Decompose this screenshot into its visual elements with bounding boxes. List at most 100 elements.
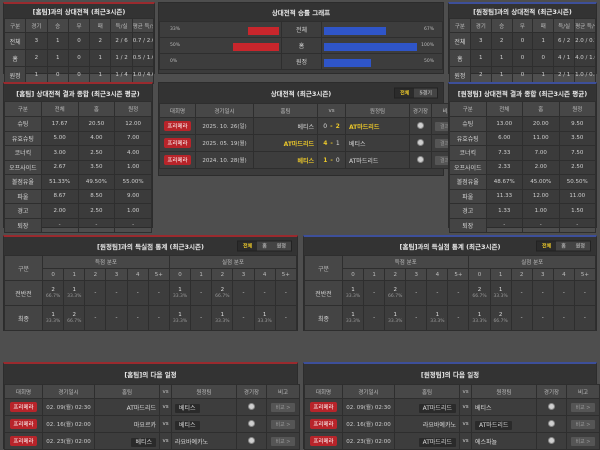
percent: 33.3%	[172, 293, 188, 299]
row-label: 전반전	[304, 280, 343, 306]
league-badge[interactable]: 프리메라	[310, 402, 337, 412]
home-team[interactable]: 베티스	[297, 123, 314, 131]
table-cell: 전체	[449, 32, 471, 50]
stadium-icon[interactable]	[417, 155, 424, 163]
league-badge[interactable]: 프리메라	[164, 121, 191, 131]
compare-button[interactable]: 비교 >	[570, 419, 596, 429]
count: -	[136, 314, 139, 321]
column-header: 홈팀	[394, 384, 460, 399]
tab-0[interactable]: 전체	[237, 241, 258, 251]
result-button[interactable]: 결과 >	[435, 121, 460, 131]
table-cell: -	[40, 217, 79, 233]
stadium-icon[interactable]	[548, 419, 555, 427]
tab-2[interactable]: 원정	[271, 241, 291, 251]
result-button[interactable]: 결과 >	[435, 138, 460, 148]
home-bar-cell: 50%	[159, 37, 282, 54]
away-team[interactable]: AT마드리드	[349, 157, 379, 165]
away-team[interactable]: 베티스	[349, 140, 366, 148]
match-date: 02. 16(월) 02:00	[342, 415, 395, 433]
percent: 33.3%	[67, 293, 82, 299]
stadium-icon[interactable]	[548, 402, 555, 410]
conceded-bucket-4: 4	[253, 268, 276, 281]
away-bar-cell: 100%	[321, 37, 443, 54]
tab-0[interactable]: 전체	[395, 88, 415, 98]
league-badge[interactable]: 프리메라	[164, 138, 191, 148]
away-team[interactable]: 베티스	[175, 403, 200, 413]
home-team[interactable]: 베티스	[297, 157, 314, 165]
tab-1[interactable]: 홈	[257, 241, 272, 251]
home-team[interactable]: 베티스	[131, 437, 156, 447]
stadium-icon[interactable]	[248, 419, 255, 427]
table-cell: 12.00	[114, 116, 152, 132]
home-team[interactable]: AT마드리드	[126, 404, 156, 412]
panel-title: [원정팀] 상대전적 결과 종합 (최근3시즌 평균)	[449, 84, 596, 101]
stadium-icon[interactable]	[248, 436, 255, 444]
away-bar-cell: 67%	[321, 21, 443, 38]
count: 2	[72, 311, 76, 318]
compare-button[interactable]: 비교 >	[270, 436, 296, 446]
table-row: 코너킥 7.33 7.00 7.50	[449, 145, 596, 161]
stadium-icon[interactable]	[417, 138, 424, 146]
stadium-icon[interactable]	[548, 436, 555, 444]
tab-2[interactable]: 원정	[570, 241, 590, 251]
percent: 66.7%	[45, 293, 61, 299]
tab-1[interactable]: 5경기	[414, 88, 437, 98]
scored-cell: -	[363, 280, 386, 306]
result-button[interactable]: 결과 >	[435, 155, 460, 165]
home-team[interactable]: 마요르카	[133, 421, 156, 429]
table-cell: 2 / 1	[553, 66, 576, 84]
away-team[interactable]: AT마드리드	[475, 420, 513, 430]
tab-1[interactable]: 홈	[556, 241, 571, 251]
action-cell: 비교 >	[266, 398, 300, 416]
away-team[interactable]: 베티스	[475, 404, 492, 412]
count: -	[457, 289, 460, 296]
count: -	[583, 289, 586, 296]
column-header: 경기장	[409, 103, 432, 118]
scored-cell: -	[147, 305, 170, 331]
conceded-cell: -	[232, 280, 255, 306]
league-badge[interactable]: 프리메라	[310, 419, 337, 429]
stadium-icon[interactable]	[417, 121, 424, 129]
match-row: 프리메라 02. 09(월) 02:30 AT마드리드 vs 베티스 비교 >	[4, 398, 300, 416]
stadium-cell	[536, 415, 567, 433]
home-team[interactable]: AT마드리드	[418, 437, 456, 447]
league-badge[interactable]: 프리메라	[310, 436, 337, 446]
percent: 33.3%	[345, 293, 361, 299]
table-cell: 49.50%	[77, 174, 116, 190]
compare-button[interactable]: 비교 >	[570, 402, 596, 412]
away-team[interactable]: 라요바예카노	[175, 438, 209, 446]
match-table: 대회명 경기일시 홈팀 vs 원정팀 경기장 비고 프리메라 02. 09(월) 02:30 AT…	[4, 384, 300, 450]
table-row: 유효슈팅 5.00 4.00 7.00	[4, 130, 152, 146]
away-team[interactable]: 에스파뇰	[475, 438, 498, 446]
away-team[interactable]: AT마드리드	[349, 123, 380, 131]
table-cell: 1	[25, 66, 48, 84]
league-badge[interactable]: 프리메라	[164, 155, 191, 165]
match-row: 프리메라 02. 23(월) 02:00 베티스 vs 라요바예카노 비교 >	[4, 432, 300, 450]
table-cell: 4.00	[114, 145, 152, 161]
tab-0[interactable]: 전체	[536, 241, 557, 251]
league-cell: 프리메라	[159, 151, 196, 169]
compare-button[interactable]: 비교 >	[270, 402, 296, 412]
home-team[interactable]: AT마드리드	[418, 403, 456, 413]
gubun-header: 구분	[304, 255, 343, 281]
table-cell: 4.0 / 1.0	[574, 49, 596, 67]
league-badge[interactable]: 프리메라	[10, 419, 37, 429]
home-team[interactable]: 라요바예카노	[422, 421, 456, 429]
bucket-row: 0 1 2 3 4 5+ 0 1 2 3 4 5+	[5, 268, 298, 281]
stadium-icon[interactable]	[248, 402, 255, 410]
away-team[interactable]: 베티스	[175, 420, 200, 430]
league-badge[interactable]: 프리메라	[10, 402, 37, 412]
league-badge[interactable]: 프리메라	[10, 436, 37, 446]
conceded-cell: 1 33.3%	[168, 305, 192, 331]
table-cell: 1 / 2	[110, 49, 133, 67]
compare-button[interactable]: 비교 >	[270, 419, 296, 429]
row-label: 전체	[281, 21, 322, 38]
table-cell: 4.00	[77, 130, 116, 146]
column-header: 경기장	[236, 384, 267, 399]
home-team[interactable]: AT마드리드	[283, 140, 314, 148]
compare-button[interactable]: 비교 >	[570, 436, 596, 446]
